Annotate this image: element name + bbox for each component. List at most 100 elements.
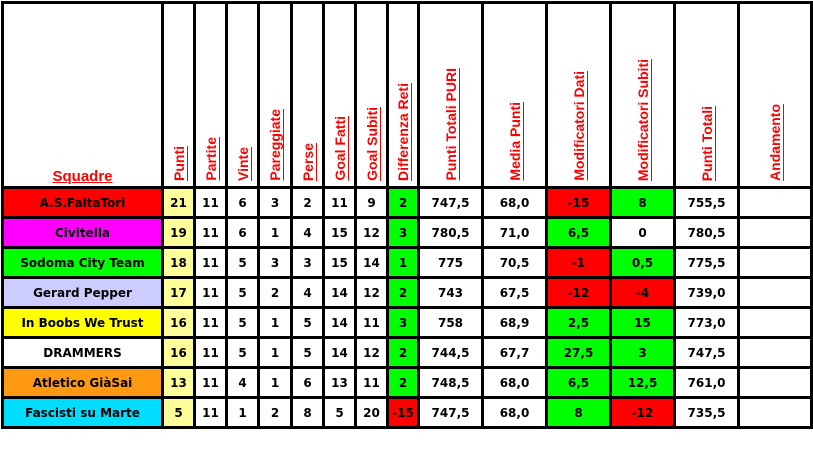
cell-media-punti[interactable]: 68,0: [481, 366, 548, 399]
cell-goal-subiti[interactable]: 14: [354, 246, 389, 279]
cell-goal-fatti[interactable]: 13: [322, 366, 357, 399]
header-modificatori-dati[interactable]: Modificatori Dati: [545, 1, 612, 189]
cell-partite[interactable]: 11: [193, 246, 228, 279]
cell-goal-subiti[interactable]: 9: [354, 186, 389, 219]
cell-punti-totali-puri[interactable]: 743: [417, 276, 484, 309]
cell-andamento[interactable]: [737, 366, 813, 399]
cell-punti-totali-puri[interactable]: 780,5: [417, 216, 484, 249]
cell-team-name[interactable]: A.S.FaltaTori: [1, 186, 164, 219]
cell-modificatori-dati[interactable]: 8: [545, 396, 612, 429]
cell-pareggiate[interactable]: 2: [257, 276, 293, 309]
cell-punti-totali[interactable]: 747,5: [673, 336, 740, 369]
cell-vinte[interactable]: 6: [225, 216, 260, 249]
cell-goal-subiti[interactable]: 20: [354, 396, 389, 429]
cell-punti-totali-puri[interactable]: 758: [417, 306, 484, 339]
header-modificatori-subiti[interactable]: Modificatori Subiti: [609, 1, 676, 189]
cell-vinte[interactable]: 1: [225, 396, 260, 429]
cell-goal-fatti[interactable]: 15: [322, 216, 357, 249]
cell-punti-totali[interactable]: 780,5: [673, 216, 740, 249]
cell-team-name[interactable]: Civitella: [1, 216, 164, 249]
cell-team-name[interactable]: In Boobs We Trust: [1, 306, 164, 339]
cell-modificatori-dati[interactable]: 6,5: [545, 366, 612, 399]
cell-goal-fatti[interactable]: 5: [322, 396, 357, 429]
cell-punti[interactable]: 21: [161, 186, 196, 219]
cell-pareggiate[interactable]: 1: [257, 306, 293, 339]
cell-perse[interactable]: 6: [290, 366, 325, 399]
cell-pareggiate[interactable]: 1: [257, 336, 293, 369]
cell-modificatori-subiti[interactable]: -4: [609, 276, 676, 309]
cell-pareggiate[interactable]: 2: [257, 396, 293, 429]
header-team-name[interactable]: Squadre: [1, 1, 164, 189]
cell-punti[interactable]: 16: [161, 306, 196, 339]
cell-media-punti[interactable]: 68,0: [481, 186, 548, 219]
cell-goal-fatti[interactable]: 14: [322, 276, 357, 309]
cell-differenza-reti[interactable]: 2: [386, 366, 420, 399]
cell-goal-fatti[interactable]: 14: [322, 306, 357, 339]
cell-perse[interactable]: 5: [290, 306, 325, 339]
cell-team-name[interactable]: Gerard Pepper: [1, 276, 164, 309]
cell-andamento[interactable]: [737, 186, 813, 219]
cell-punti-totali[interactable]: 773,0: [673, 306, 740, 339]
cell-media-punti[interactable]: 67,5: [481, 276, 548, 309]
cell-modificatori-subiti[interactable]: 12,5: [609, 366, 676, 399]
cell-pareggiate[interactable]: 1: [257, 216, 293, 249]
header-media-punti[interactable]: Media Punti: [481, 1, 548, 189]
cell-punti-totali[interactable]: 739,0: [673, 276, 740, 309]
cell-modificatori-dati[interactable]: 2,5: [545, 306, 612, 339]
cell-punti-totali-puri[interactable]: 744,5: [417, 336, 484, 369]
cell-differenza-reti[interactable]: 2: [386, 336, 420, 369]
cell-perse[interactable]: 4: [290, 216, 325, 249]
cell-differenza-reti[interactable]: 1: [386, 246, 420, 279]
cell-vinte[interactable]: 5: [225, 336, 260, 369]
cell-modificatori-dati[interactable]: 27,5: [545, 336, 612, 369]
cell-andamento[interactable]: [737, 336, 813, 369]
cell-differenza-reti[interactable]: -15: [386, 396, 420, 429]
header-andamento[interactable]: Andamento: [737, 1, 813, 189]
cell-perse[interactable]: 2: [290, 186, 325, 219]
cell-punti-totali[interactable]: 775,5: [673, 246, 740, 279]
cell-differenza-reti[interactable]: 3: [386, 306, 420, 339]
cell-andamento[interactable]: [737, 216, 813, 249]
cell-vinte[interactable]: 5: [225, 246, 260, 279]
cell-goal-subiti[interactable]: 12: [354, 276, 389, 309]
cell-modificatori-subiti[interactable]: 0,5: [609, 246, 676, 279]
cell-modificatori-subiti[interactable]: 0: [609, 216, 676, 249]
cell-pareggiate[interactable]: 3: [257, 246, 293, 279]
cell-modificatori-dati[interactable]: -1: [545, 246, 612, 279]
header-vinte[interactable]: Vinte: [225, 1, 260, 189]
cell-punti-totali-puri[interactable]: 775: [417, 246, 484, 279]
header-goal-subiti[interactable]: Goal Subiti: [354, 1, 389, 189]
cell-modificatori-dati[interactable]: -12: [545, 276, 612, 309]
header-goal-fatti[interactable]: Goal Fatti: [322, 1, 357, 189]
cell-team-name[interactable]: DRAMMERS: [1, 336, 164, 369]
cell-andamento[interactable]: [737, 246, 813, 279]
cell-goal-fatti[interactable]: 15: [322, 246, 357, 279]
cell-goal-fatti[interactable]: 11: [322, 186, 357, 219]
cell-modificatori-dati[interactable]: -15: [545, 186, 612, 219]
cell-team-name[interactable]: Fascisti su Marte: [1, 396, 164, 429]
cell-goal-subiti[interactable]: 11: [354, 306, 389, 339]
cell-vinte[interactable]: 5: [225, 306, 260, 339]
cell-perse[interactable]: 8: [290, 396, 325, 429]
cell-punti[interactable]: 13: [161, 366, 196, 399]
cell-partite[interactable]: 11: [193, 216, 228, 249]
cell-goal-fatti[interactable]: 14: [322, 336, 357, 369]
cell-punti-totali-puri[interactable]: 747,5: [417, 186, 484, 219]
cell-modificatori-subiti[interactable]: 3: [609, 336, 676, 369]
cell-partite[interactable]: 11: [193, 396, 228, 429]
cell-vinte[interactable]: 4: [225, 366, 260, 399]
cell-media-punti[interactable]: 68,0: [481, 396, 548, 429]
cell-punti-totali-puri[interactable]: 748,5: [417, 366, 484, 399]
cell-differenza-reti[interactable]: 3: [386, 216, 420, 249]
cell-punti[interactable]: 19: [161, 216, 196, 249]
cell-differenza-reti[interactable]: 2: [386, 276, 420, 309]
header-punti-totali[interactable]: Punti Totali: [673, 1, 740, 189]
cell-andamento[interactable]: [737, 276, 813, 309]
cell-team-name[interactable]: Atletico GiàSai: [1, 366, 164, 399]
header-pareggiate[interactable]: Pareggiate: [257, 1, 293, 189]
cell-pareggiate[interactable]: 1: [257, 366, 293, 399]
cell-team-name[interactable]: Sodoma City Team: [1, 246, 164, 279]
cell-pareggiate[interactable]: 3: [257, 186, 293, 219]
cell-perse[interactable]: 3: [290, 246, 325, 279]
header-differenza-reti[interactable]: Differenza Reti: [386, 1, 420, 189]
